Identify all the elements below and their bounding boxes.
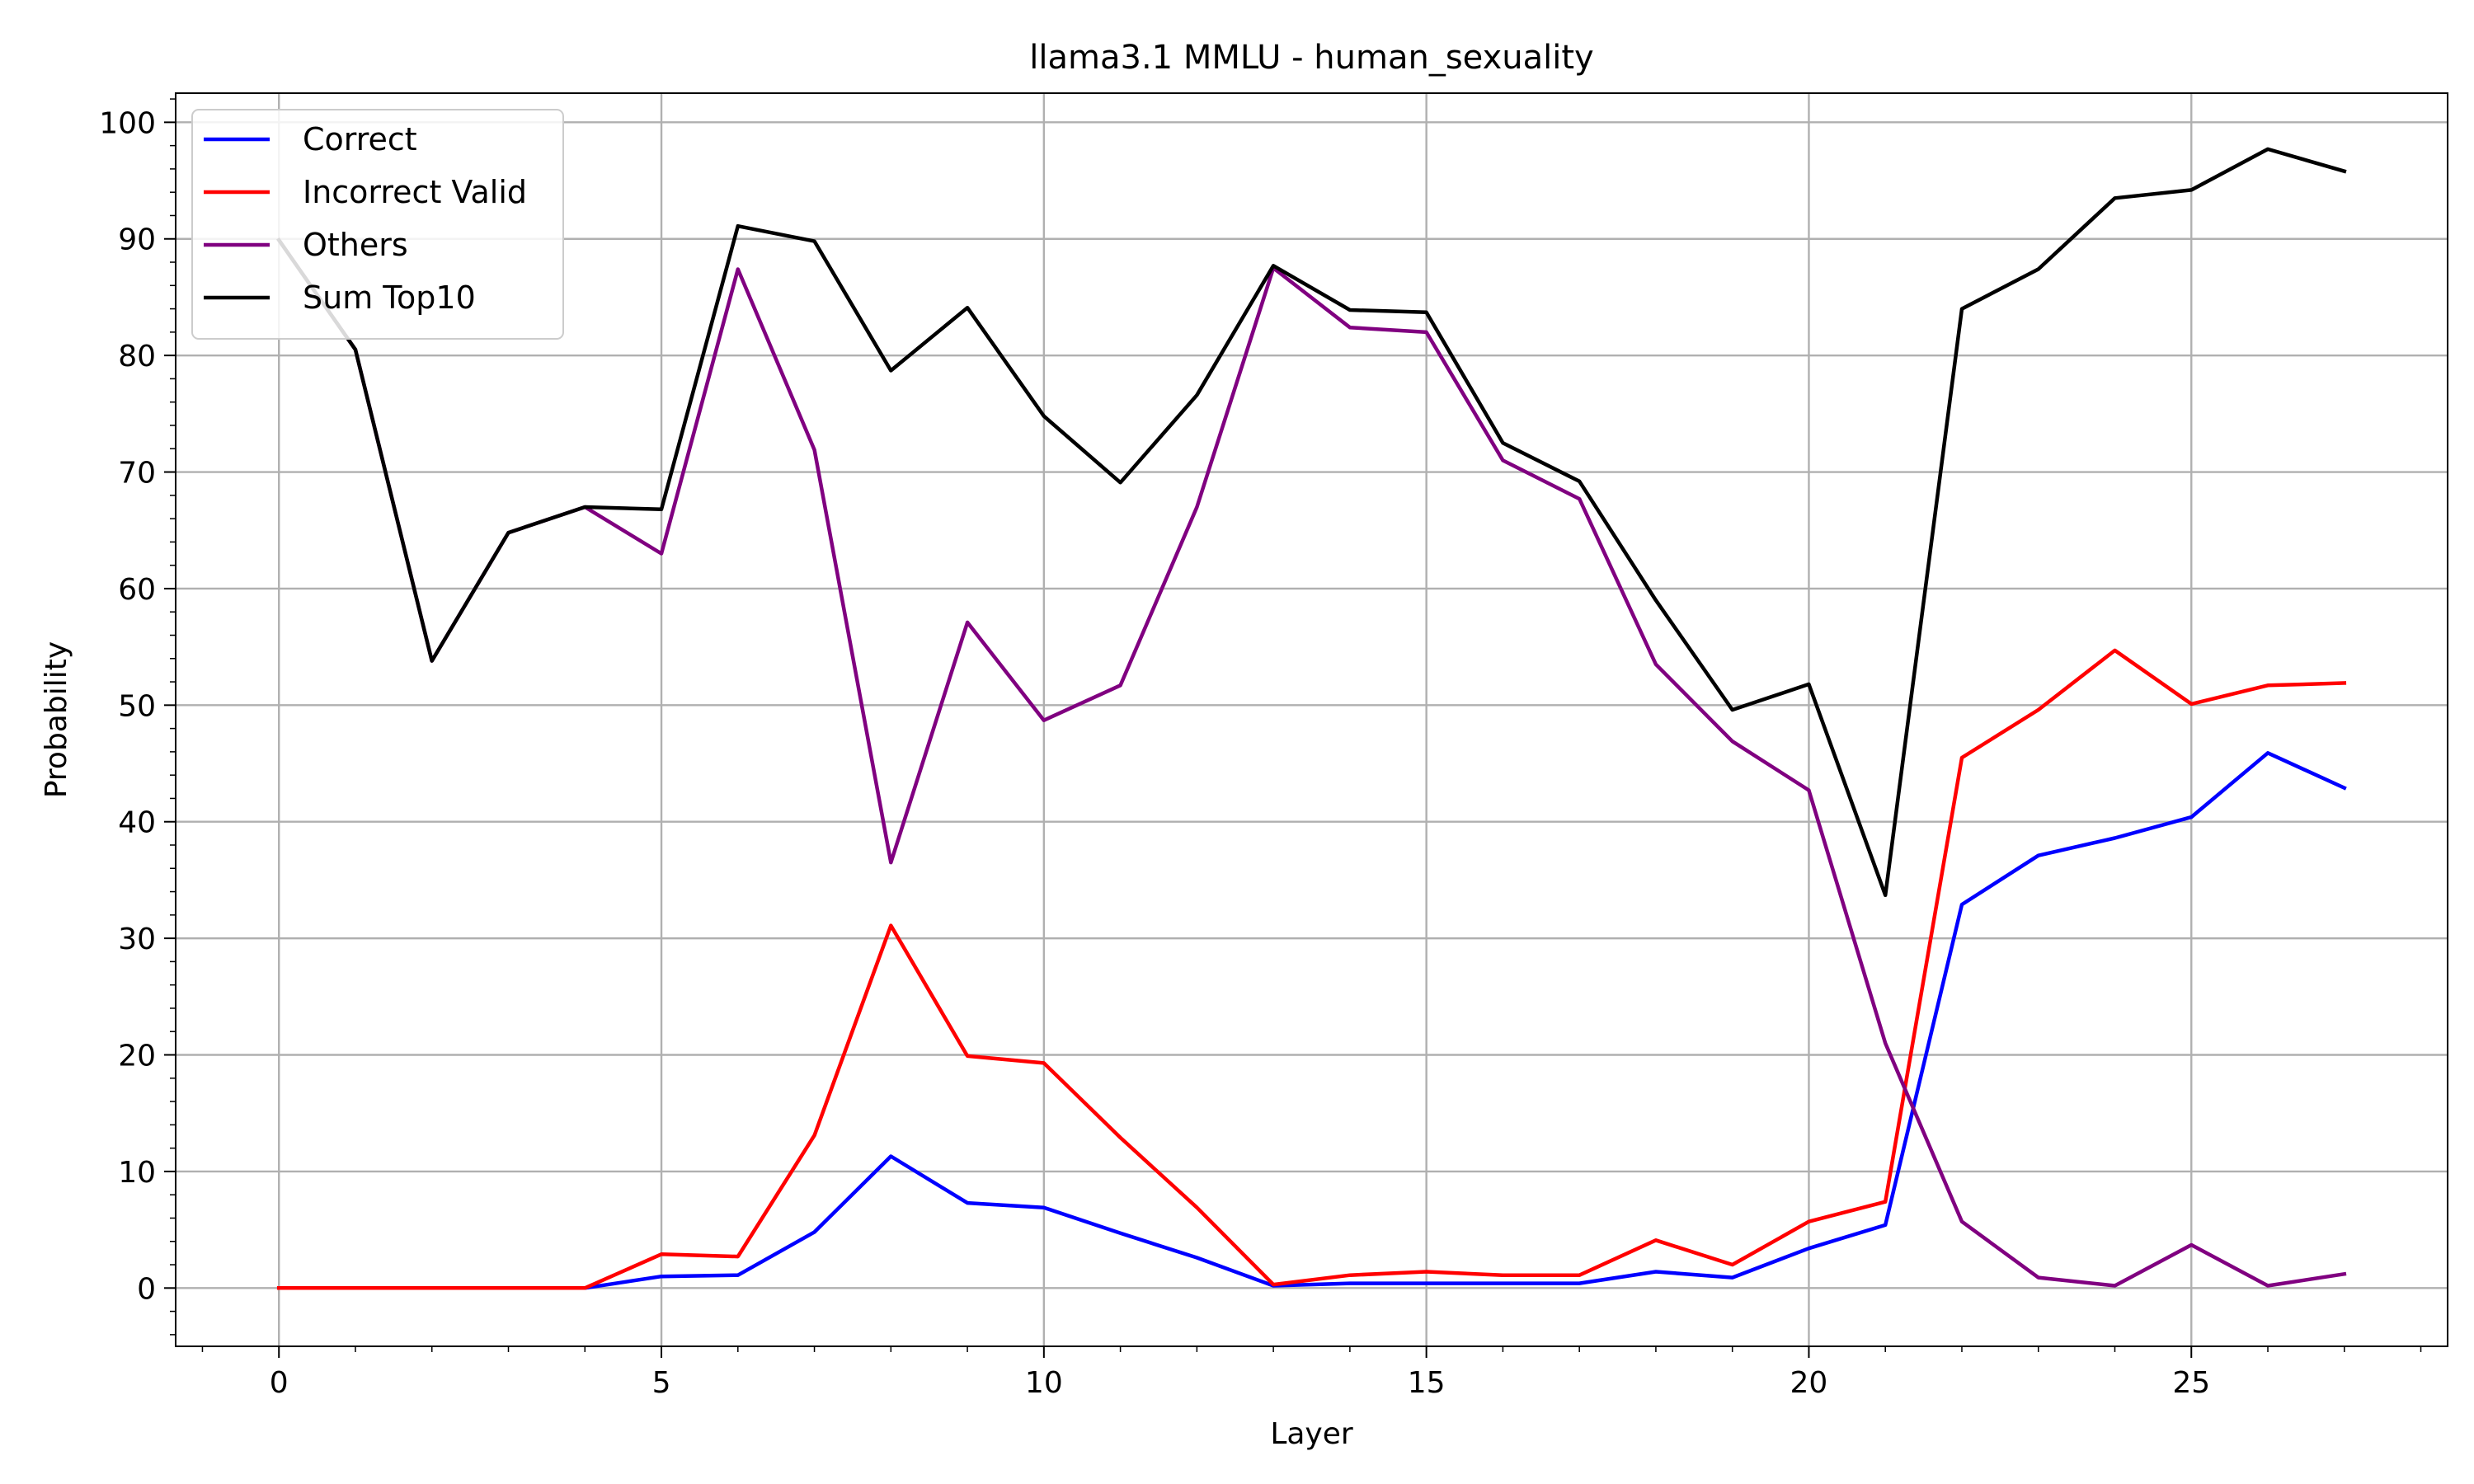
y-tick-label: 50 — [118, 689, 156, 723]
y-axis-label: Probability — [40, 641, 73, 798]
y-tick-label: 30 — [118, 923, 156, 956]
y-tick-label: 0 — [137, 1272, 156, 1306]
y-tick-label: 70 — [118, 457, 156, 491]
y-tick-label: 90 — [118, 223, 156, 257]
legend: Correct Incorrect Valid Others Sum Top10 — [191, 109, 564, 340]
y-tick-label: 10 — [118, 1156, 156, 1190]
x-tick-label: 25 — [2172, 1366, 2210, 1400]
y-tick-label: 80 — [118, 340, 156, 373]
legend-label: Incorrect Valid — [303, 174, 527, 210]
y-tick-label: 100 — [99, 106, 156, 140]
plot-frame — [175, 92, 2448, 1347]
series-line-incorrect-valid — [276, 648, 2347, 1290]
x-axis-label: Layer — [1270, 1417, 1353, 1451]
legend-label: Correct — [303, 121, 417, 157]
legend-label: Others — [303, 227, 408, 263]
axis-ticks: 0 5 10 15 20 25 0 10 20 30 40 50 60 70 80 90 100 — [99, 98, 2422, 1400]
grid — [176, 93, 2448, 1346]
x-tick-label: 5 — [652, 1366, 671, 1400]
legend-box — [191, 109, 564, 340]
series-line-others — [276, 237, 2347, 1288]
series-line-correct — [276, 751, 2347, 1290]
y-tick-label: 40 — [118, 806, 156, 840]
x-tick-label: 10 — [1025, 1366, 1063, 1400]
x-tick-label: 15 — [1408, 1366, 1446, 1400]
y-tick-label: 20 — [118, 1040, 156, 1073]
x-tick-label: 0 — [270, 1366, 289, 1400]
series-line-sum-top10 — [276, 147, 2347, 898]
y-tick-label: 60 — [118, 573, 156, 607]
series-lines — [276, 147, 2347, 1290]
x-tick-label: 20 — [1790, 1366, 1828, 1400]
legend-label: Sum Top10 — [303, 279, 476, 316]
chart-title: llama3.1 MMLU - human_sexuality — [1029, 39, 1593, 77]
